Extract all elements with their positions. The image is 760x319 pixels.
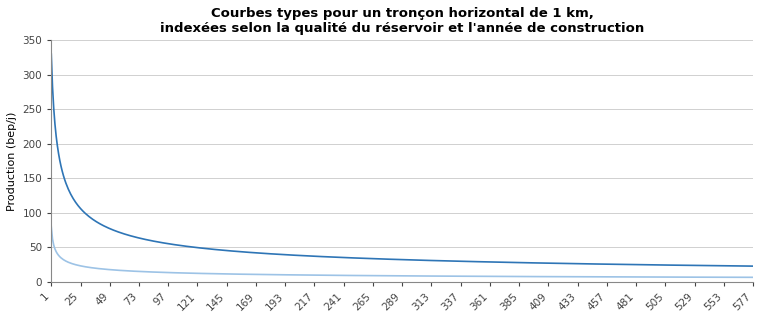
Y-axis label: Production (bep/j): Production (bep/j) [7, 111, 17, 211]
Title: Courbes types pour un tronçon horizontal de 1 km,
indexées selon la qualité du r: Courbes types pour un tronçon horizontal… [160, 7, 644, 35]
